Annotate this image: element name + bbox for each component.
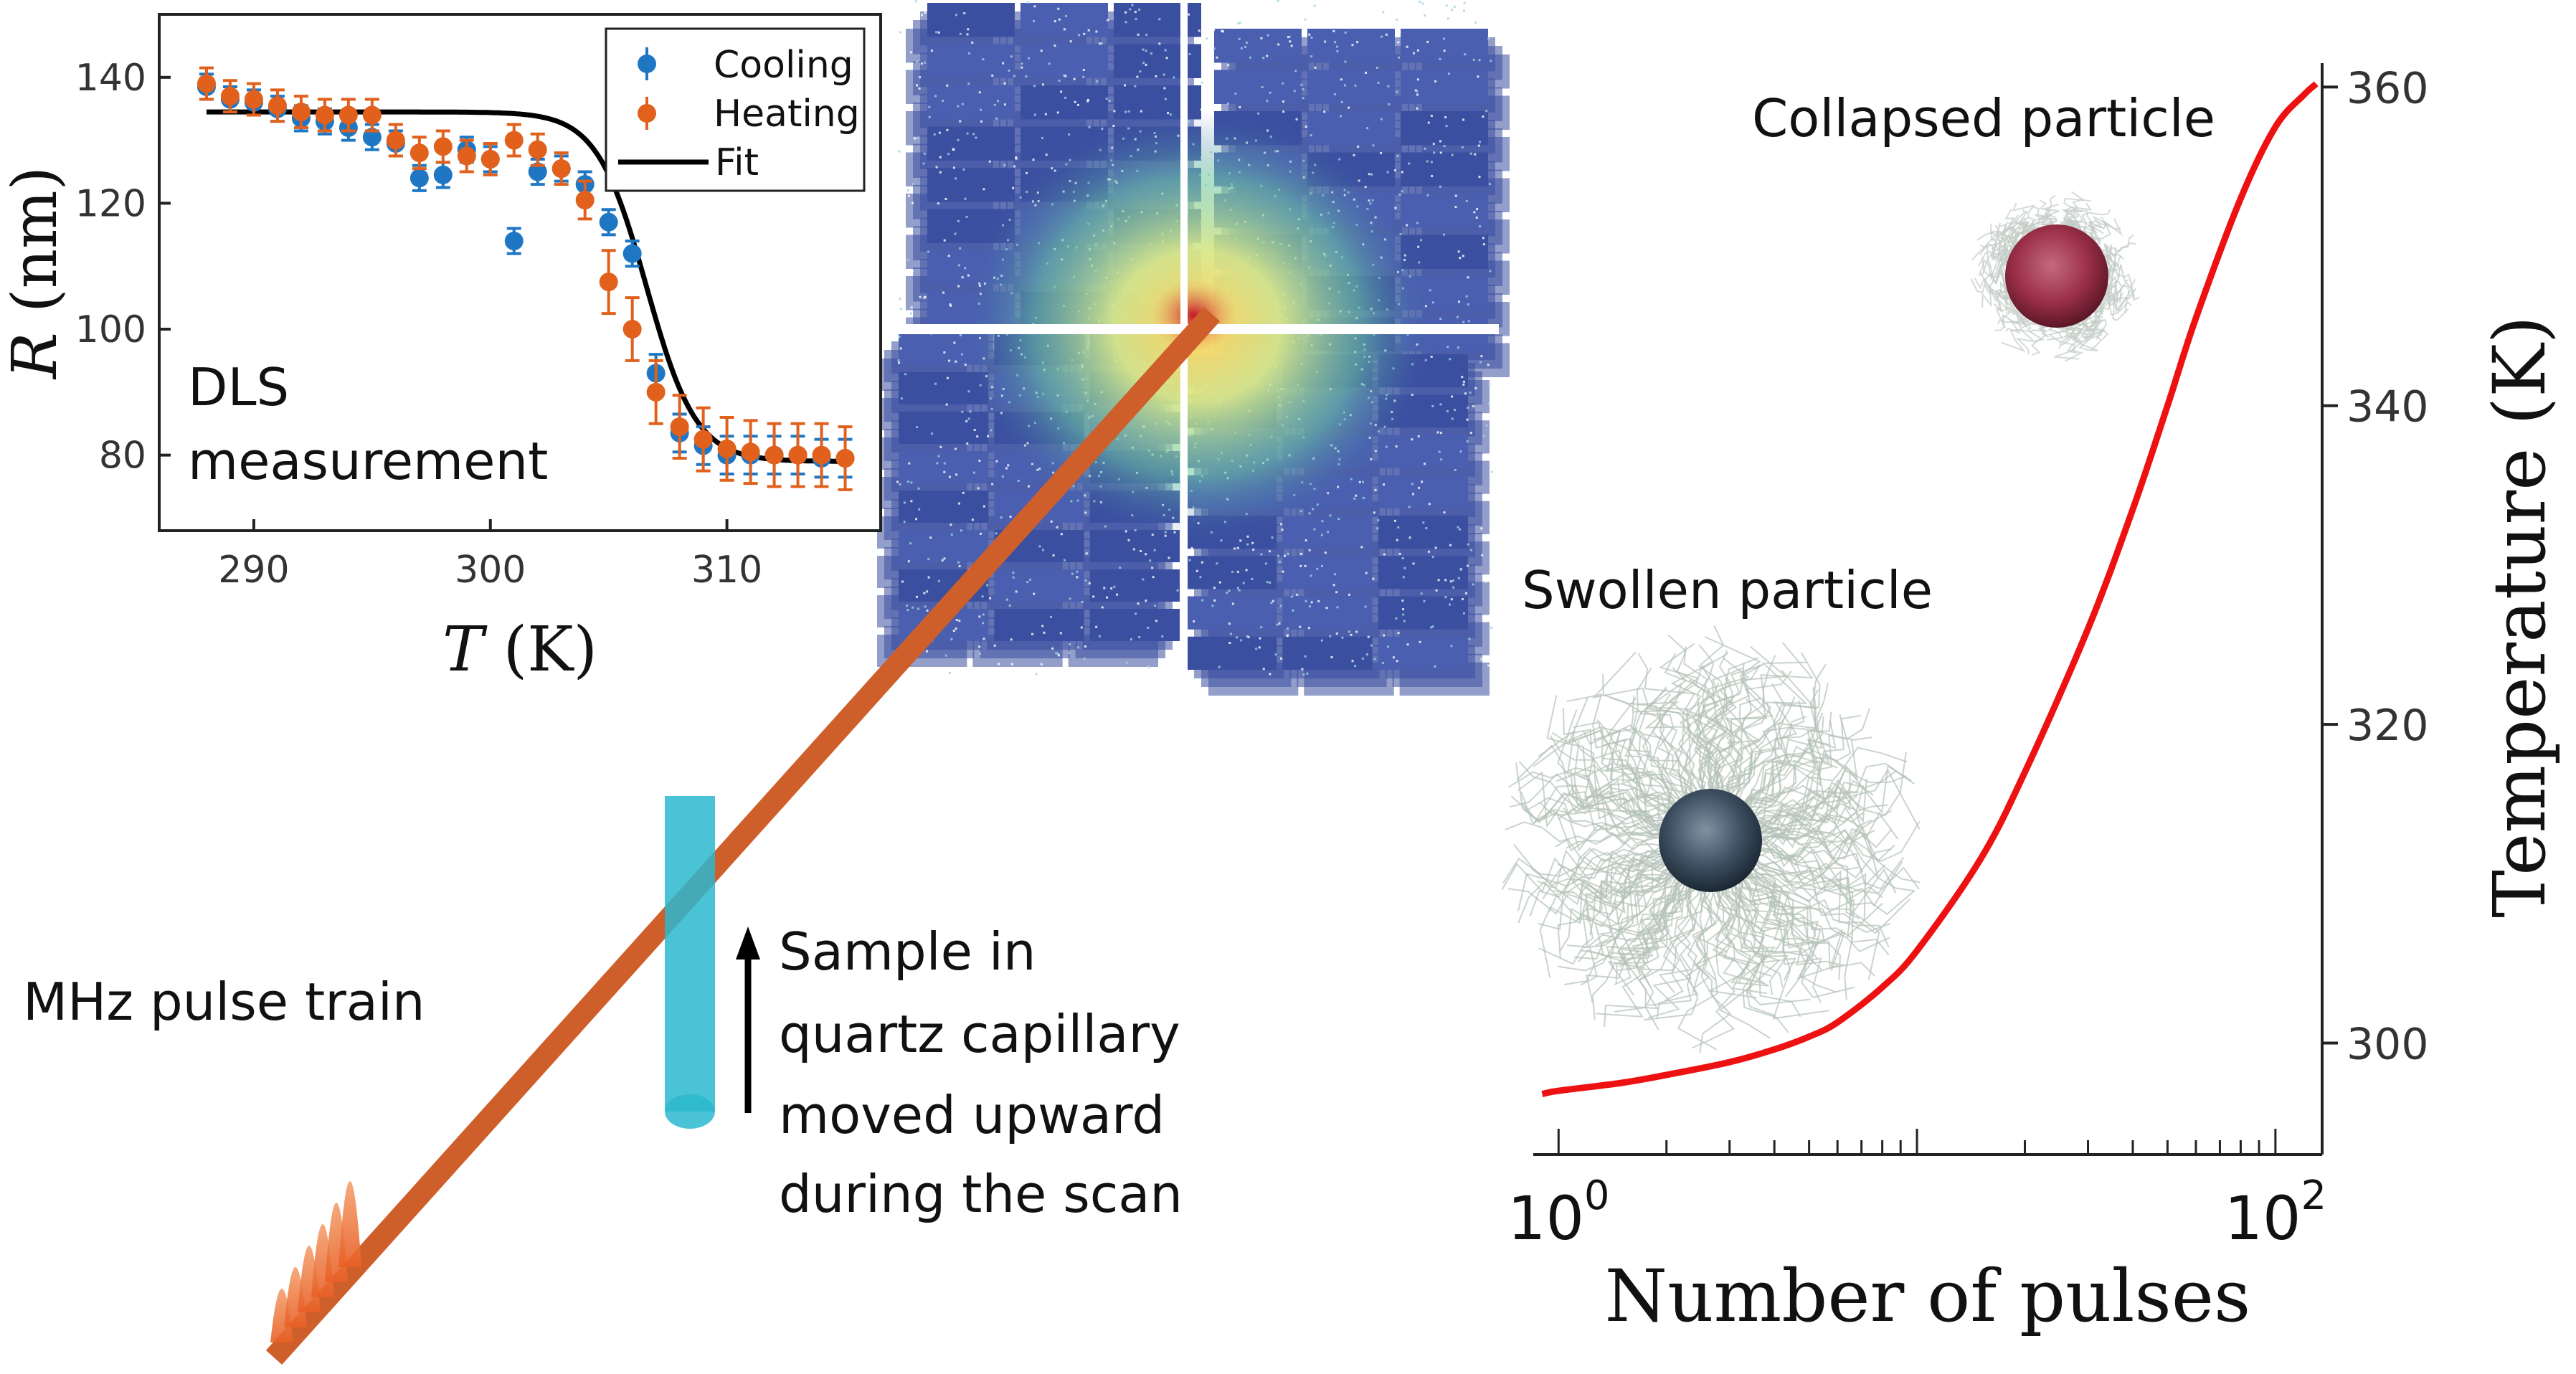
sample-label-line-4: during the scan [779, 1164, 1183, 1224]
dls-xlabel: T (K) [442, 614, 597, 686]
dls-xtick-label: 290 [218, 549, 289, 592]
dls-xlabel-var: T [442, 614, 488, 686]
detector-image [877, 0, 1510, 696]
heating-point [835, 425, 855, 491]
polymer-strands [1501, 625, 1921, 1053]
cooling-point [599, 208, 618, 237]
cooling-point [362, 123, 382, 151]
dls-ytick-label: 140 [75, 57, 146, 100]
legend-label-fit: Fit [715, 141, 759, 184]
heating-point [362, 98, 382, 133]
temp-ylabel: Temperature (K) [2478, 316, 2562, 918]
pulse-train-peaks [270, 1181, 361, 1342]
dls-fit-layer [207, 109, 846, 464]
legend-marker-heating [638, 97, 656, 130]
heating-point [670, 394, 689, 460]
dls-ylabel: R (nm) [0, 166, 71, 380]
cooling-point [504, 227, 524, 255]
dls-ytick-label: 80 [99, 435, 146, 478]
heating-point [315, 98, 334, 133]
collapsed-particle-illustration [1970, 191, 2140, 362]
heating-point [433, 129, 453, 164]
temp-ytick-label: 300 [2347, 1019, 2429, 1069]
heating-point [622, 296, 642, 362]
heating-point [196, 66, 216, 101]
temperature-curve [1541, 81, 2319, 1098]
sample-label-line-2: quartz capillary [779, 1004, 1180, 1064]
dls-xtick-label: 300 [455, 549, 526, 592]
dls-ytick-label: 100 [75, 308, 146, 351]
collapsed-label: Collapsed particle [1752, 88, 2215, 148]
heating-point [764, 422, 784, 488]
swollen-particle-illustration [1501, 625, 1921, 1053]
dls-points-layer [196, 66, 855, 491]
dls-ylabel-var: R [0, 332, 71, 380]
heating-point [551, 151, 571, 186]
pulse-train-label: MHz pulse train [23, 972, 425, 1032]
temp-ytick-label: 320 [2347, 701, 2429, 751]
heating-point [741, 419, 760, 485]
particle-core [2005, 224, 2108, 328]
temp-axis-ticks: 100 102 360 340 320 300 [1507, 63, 2429, 1254]
temp-xtick-label: 100 [1507, 1172, 1610, 1254]
cooling-point [622, 240, 642, 268]
heating-point [599, 249, 618, 316]
heating-point [788, 422, 808, 488]
pulse-peak [338, 1181, 361, 1267]
temp-xtick-label: 102 [2225, 1172, 2327, 1254]
heating-point [220, 79, 240, 114]
dls-ylabel-unit: (nm) [0, 166, 71, 313]
dls-xtick-label: 310 [691, 549, 762, 592]
dls-legend: Cooling Heating Fit [605, 27, 866, 192]
heating-point [244, 82, 263, 117]
dls-annotation-line-2: measurement [188, 431, 548, 491]
heating-point [575, 179, 595, 221]
quartz-capillary [665, 796, 715, 1129]
legend-label-heating: Heating [714, 93, 860, 136]
heating-point [267, 88, 287, 123]
temp-xlabel: Number of pulses [1605, 1254, 2251, 1338]
dls-xlabel-unit: (K) [503, 614, 597, 686]
xray-beam [265, 306, 1221, 1365]
heating-point [528, 132, 547, 167]
swollen-label: Swollen particle [1522, 560, 1933, 620]
heating-point [386, 123, 405, 158]
temperature-chart: 100 102 360 340 320 300 Number of pulses Temp… [1507, 63, 2562, 1338]
legend-label-cooling: Cooling [714, 44, 853, 87]
heating-point [717, 415, 737, 482]
heating-point [693, 406, 713, 473]
dls-fit-line [207, 109, 846, 464]
particle-core [1659, 789, 1762, 892]
heating-point [409, 136, 429, 171]
heating-point [812, 422, 831, 488]
dls-ytick-label: 120 [75, 182, 146, 225]
heating-point [480, 142, 500, 176]
legend-marker-cooling [638, 47, 656, 80]
heating-point [338, 98, 358, 133]
upward-arrow [736, 927, 760, 1113]
dls-axis-ticks: 290 300 310 140 120 100 80 [75, 57, 763, 592]
dls-annotation-line-1: DLS [188, 357, 289, 417]
temp-ytick-label: 360 [2347, 63, 2429, 113]
sample-label-line-1: Sample in [779, 921, 1036, 982]
temp-ytick-label: 340 [2347, 382, 2429, 432]
sample-label-line-3: moved upward [779, 1085, 1165, 1145]
dls-chart: 290 300 310 140 120 100 80 DLS measurement Coo… [0, 13, 882, 686]
temp-line-layer [1541, 81, 2319, 1098]
heating-point [646, 359, 666, 425]
heating-point [457, 138, 476, 174]
heating-point [291, 95, 311, 130]
heating-point [504, 123, 524, 158]
